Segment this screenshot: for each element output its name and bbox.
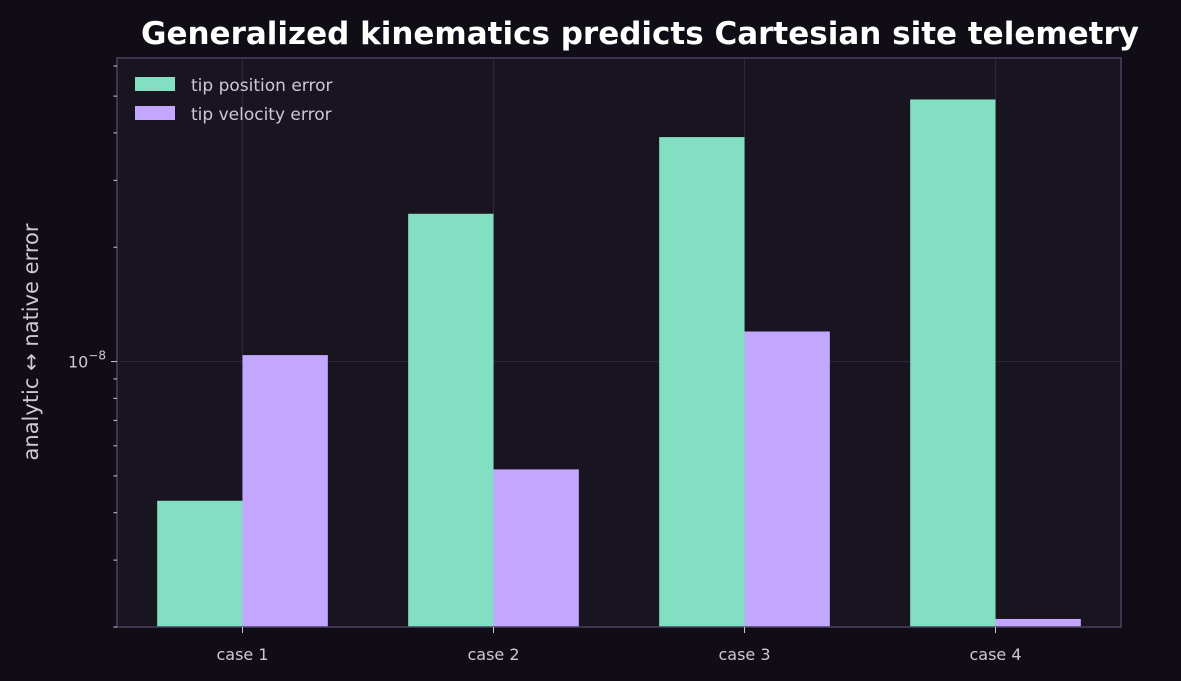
x-axis-ticks: case 1 case 2 case 3 case 4 [216, 627, 1022, 664]
legend: tip position error tip velocity error [135, 76, 332, 125]
bar-velocity-4 [995, 618, 1081, 627]
bar-position-1 [157, 500, 243, 627]
legend-label: tip position error [191, 76, 332, 96]
y-axis-ticks: 10−8 [68, 65, 117, 628]
bar-velocity-1 [242, 355, 328, 627]
bar-position-4 [910, 99, 996, 627]
bars [157, 99, 1081, 627]
legend-label: tip velocity error [191, 105, 332, 125]
chart-title: Generalized kinematics predicts Cartesia… [141, 16, 1139, 52]
bar-position-2 [408, 213, 494, 627]
legend-swatch [135, 77, 175, 91]
plot-frame [116, 57, 1122, 628]
bar-position-3 [659, 137, 745, 627]
y-axis-label: analytic ↔ native error [19, 223, 43, 460]
y-tick-label: 10−8 [68, 349, 106, 372]
x-tick-label: case 2 [467, 645, 519, 664]
bar-velocity-2 [493, 469, 579, 627]
x-tick-label: case 3 [718, 645, 770, 664]
x-tick-label: case 4 [969, 645, 1021, 664]
bar-velocity-3 [744, 331, 830, 627]
x-tick-label: case 1 [216, 645, 268, 664]
legend-swatch [135, 106, 175, 120]
